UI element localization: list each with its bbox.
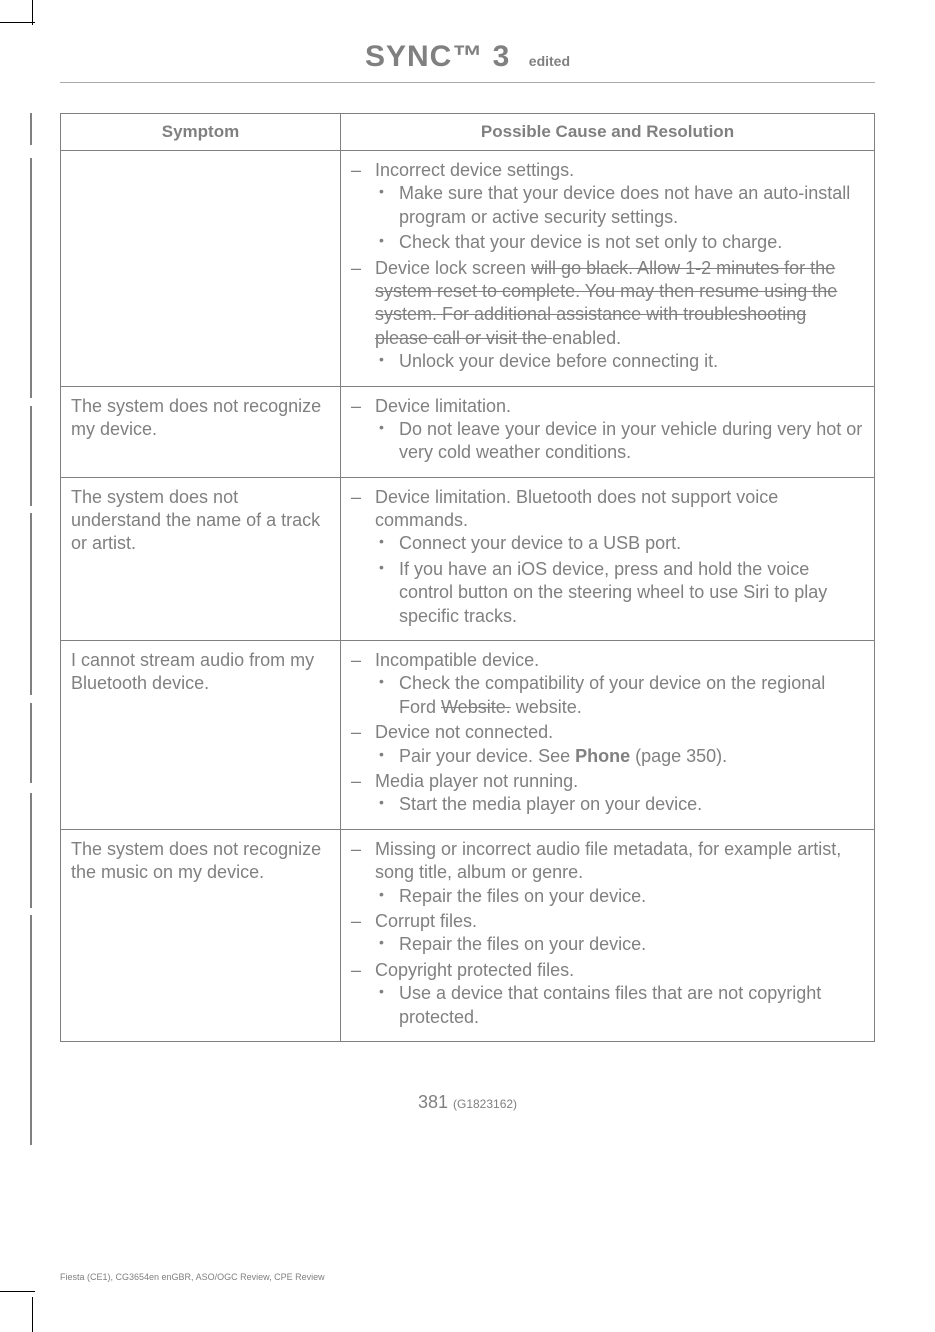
list-item: Device limitation. Do not leave your dev… <box>351 395 864 465</box>
table-row: I cannot stream audio from my Bluetooth … <box>61 641 875 830</box>
list-item: Check that your device is not set only t… <box>375 231 864 254</box>
list-item: Incompatible device. Check the compatibi… <box>351 649 864 719</box>
list-item: Device lock screen will go black. Allow … <box>351 257 864 374</box>
list-item: Media player not running. Start the medi… <box>351 770 864 817</box>
list-item: Make sure that your device does not have… <box>375 182 864 229</box>
list-item: If you have an iOS device, press and hol… <box>375 558 864 628</box>
list-item: Connect your device to a USB port. <box>375 532 864 555</box>
resolution-cell: Missing or incorrect audio file metadata… <box>341 829 875 1041</box>
resolution-cell: Incorrect device settings. Make sure tha… <box>341 151 875 387</box>
list-item: Repair the files on your device. <box>375 933 864 956</box>
list-item: Missing or incorrect audio file metadata… <box>351 838 864 908</box>
resolution-cell: Device limitation. Do not leave your dev… <box>341 386 875 477</box>
list-item: Do not leave your device in your vehicle… <box>375 418 864 465</box>
page-number: 381 (G1823162) <box>60 1092 875 1113</box>
troubleshooting-table: Symptom Possible Cause and Resolution In… <box>60 113 875 1042</box>
list-item: Repair the files on your device. <box>375 885 864 908</box>
page-subtitle: edited <box>529 53 570 69</box>
page-title: SYNC™ 3 <box>365 40 510 73</box>
symptom-cell: I cannot stream audio from my Bluetooth … <box>61 641 341 830</box>
symptom-cell: The system does not understand the name … <box>61 477 341 640</box>
col-symptom: Symptom <box>61 114 341 151</box>
list-item: Check the compatibility of your device o… <box>375 672 864 719</box>
list-item: Incorrect device settings. Make sure tha… <box>351 159 864 255</box>
list-item: Unlock your device before connecting it. <box>375 350 864 373</box>
table-row: Incorrect device settings. Make sure tha… <box>61 151 875 387</box>
symptom-cell: The system does not recognize my device. <box>61 386 341 477</box>
page-header: SYNC™ 3 edited <box>60 40 875 83</box>
col-resolution: Possible Cause and Resolution <box>341 114 875 151</box>
symptom-cell <box>61 151 341 387</box>
list-item: Device not connected. Pair your device. … <box>351 721 864 768</box>
resolution-cell: Incompatible device. Check the compatibi… <box>341 641 875 830</box>
list-item: Device limitation. Bluetooth does not su… <box>351 486 864 628</box>
table-row: The system does not understand the name … <box>61 477 875 640</box>
footer-text: Fiesta (CE1), CG3654en enGBR, ASO/OGC Re… <box>60 1272 325 1282</box>
list-item: Corrupt files. Repair the files on your … <box>351 910 864 957</box>
list-item: Copyright protected files. Use a device … <box>351 959 864 1029</box>
list-item: Pair your device. See Phone (page 350). <box>375 745 864 768</box>
symptom-cell: The system does not recognize the music … <box>61 829 341 1041</box>
table-row: The system does not recognize my device.… <box>61 386 875 477</box>
resolution-cell: Device limitation. Bluetooth does not su… <box>341 477 875 640</box>
list-item: Use a device that contains files that ar… <box>375 982 864 1029</box>
list-item: Start the media player on your device. <box>375 793 864 816</box>
table-row: The system does not recognize the music … <box>61 829 875 1041</box>
